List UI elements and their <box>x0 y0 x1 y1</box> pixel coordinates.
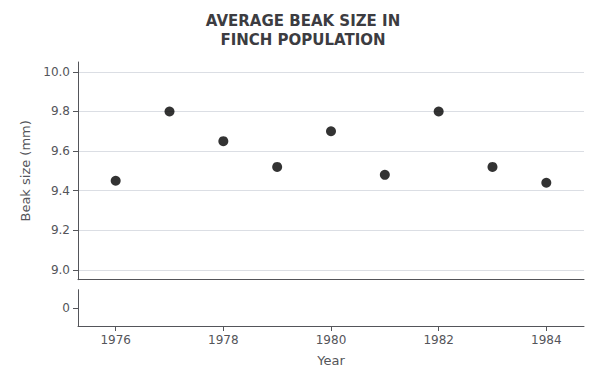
svg-text:1982: 1982 <box>423 333 454 347</box>
svg-text:10.0: 10.0 <box>43 65 70 79</box>
svg-text:9.4: 9.4 <box>51 184 70 198</box>
svg-text:FINCH POPULATION: FINCH POPULATION <box>220 31 385 49</box>
svg-text:9.0: 9.0 <box>51 263 70 277</box>
svg-text:9.8: 9.8 <box>51 104 70 118</box>
svg-text:Year: Year <box>316 353 345 368</box>
svg-text:0: 0 <box>62 301 70 315</box>
svg-text:1984: 1984 <box>531 333 562 347</box>
svg-text:Beak size (mm): Beak size (mm) <box>18 120 33 221</box>
svg-text:9.2: 9.2 <box>51 223 70 237</box>
svg-text:9.6: 9.6 <box>51 144 70 158</box>
svg-text:1976: 1976 <box>100 333 131 347</box>
svg-text:AVERAGE BEAK SIZE IN: AVERAGE BEAK SIZE IN <box>206 12 400 30</box>
svg-text:1980: 1980 <box>316 333 347 347</box>
svg-text:1978: 1978 <box>208 333 239 347</box>
